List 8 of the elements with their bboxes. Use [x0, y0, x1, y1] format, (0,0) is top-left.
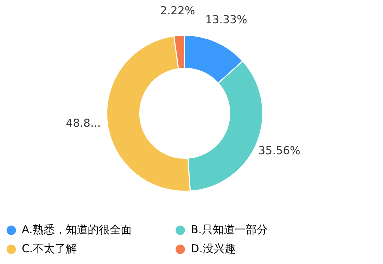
data-label: 35.56%	[258, 144, 301, 158]
legend-label: D.没兴趣	[191, 242, 236, 256]
data-label: 48.8...	[66, 117, 102, 130]
data-label: 2.22%	[160, 4, 196, 18]
legend-label: C.不太了解	[22, 242, 78, 256]
data-label: 13.33%	[206, 13, 248, 26]
legend-label: A.熟悉，知道的很全面	[22, 224, 132, 237]
legend-label: B.只知道一部分	[191, 224, 268, 237]
